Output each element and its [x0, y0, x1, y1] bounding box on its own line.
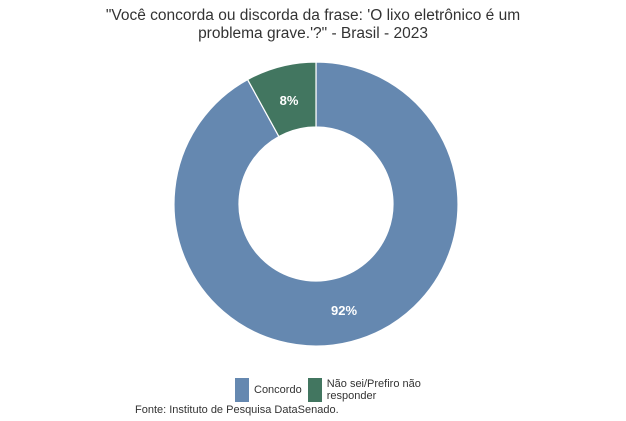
legend-item-nao-sei: Não sei/Prefiro não responder: [307, 377, 437, 402]
slice-label-nao-sei: 8%: [280, 93, 299, 108]
legend-label: Concordo: [254, 384, 302, 396]
chart-title: "Você concorda ou discorda da frase: 'O …: [0, 7, 626, 43]
legend-swatch-concordo: [235, 378, 249, 402]
donut-slices: [173, 61, 459, 347]
legend-swatch-nao-sei: [307, 378, 322, 402]
donut-slice-1: [246, 61, 317, 138]
legend-label: Não sei/Prefiro não responder: [326, 377, 421, 402]
legend: Concordo Não sei/Prefiro não responder: [235, 378, 443, 402]
chart-title-line-1: "Você concorda ou discorda da frase: 'O …: [105, 7, 521, 24]
legend-item-concordo: Concordo: [235, 378, 302, 402]
slice-label-concordo: 92%: [331, 303, 357, 318]
source-note: Fonte: Instituto de Pesquisa DataSenado.: [135, 404, 339, 416]
chart-title-line-2: problema grave.'?" - Brasil - 2023: [198, 25, 428, 42]
donut-slice-0: [173, 61, 459, 347]
